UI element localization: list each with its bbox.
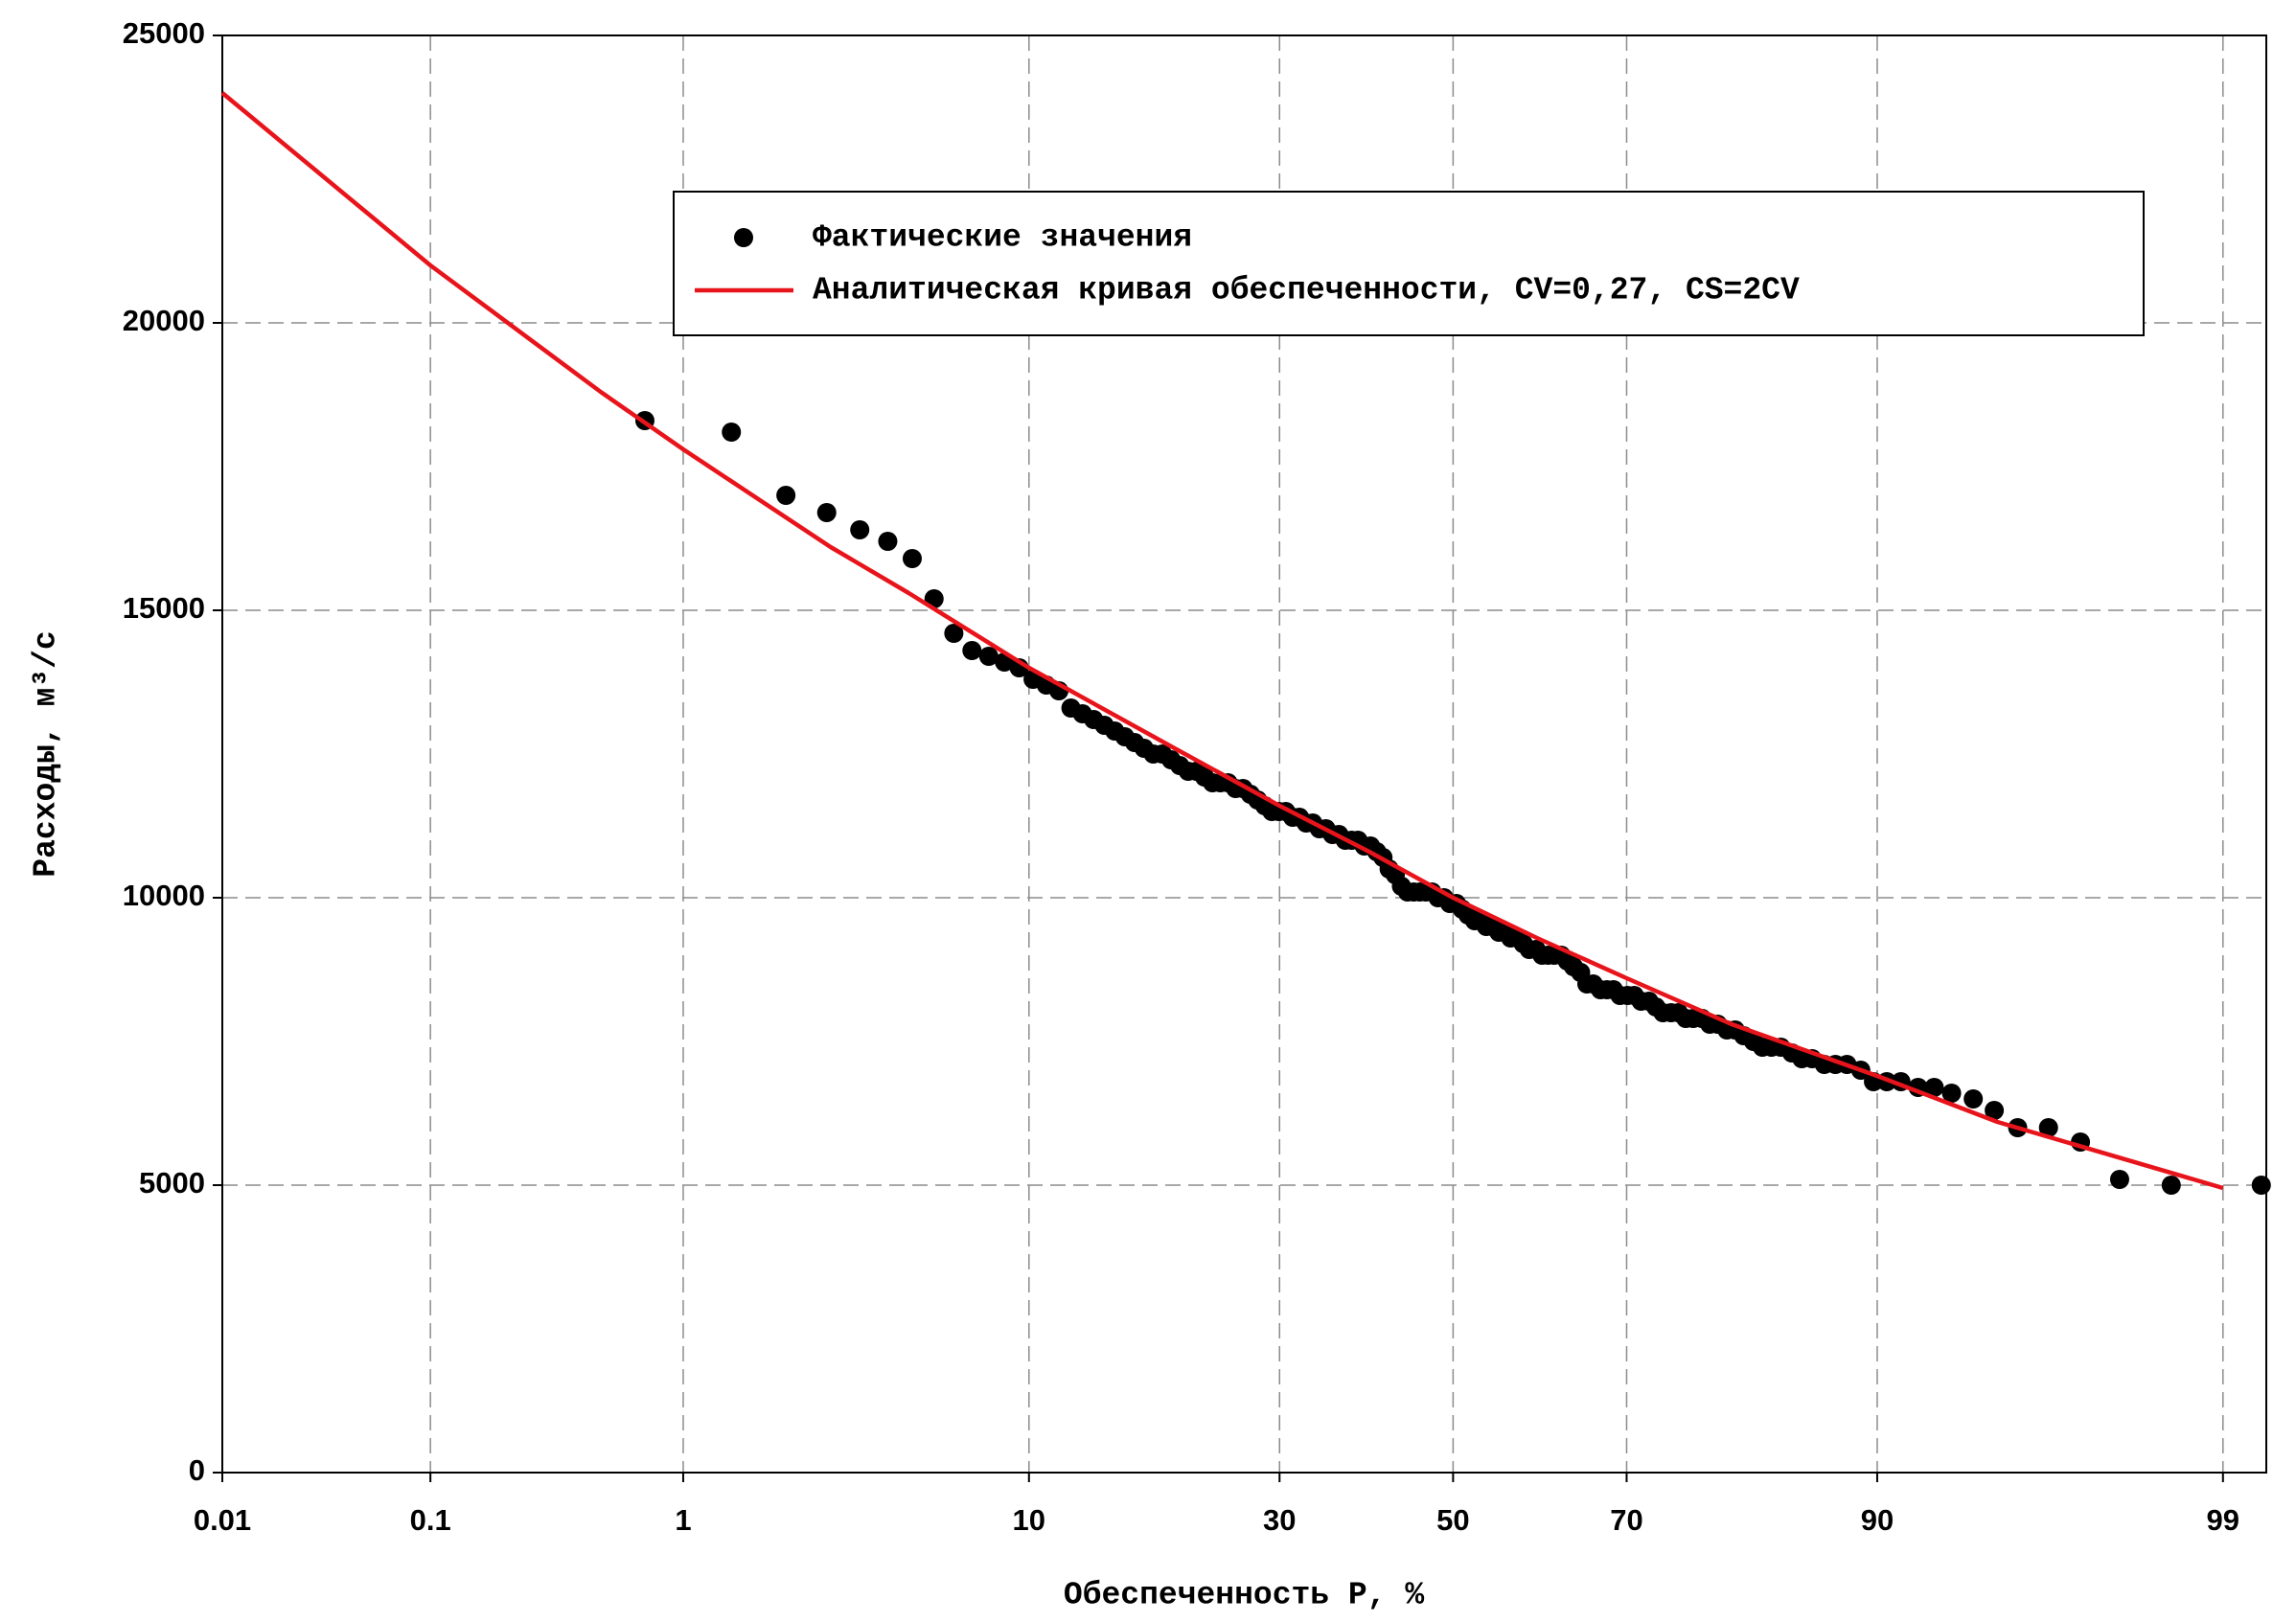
- data-point: [2038, 1118, 2058, 1137]
- legend-label: Аналитическая кривая обеспеченности, CV=…: [813, 273, 1800, 309]
- y-tick-label: 5000: [139, 1166, 205, 1200]
- data-point: [2161, 1176, 2181, 1195]
- plot-frame: [221, 34, 2267, 1474]
- data-point: [1941, 1084, 1962, 1103]
- data-point: [850, 520, 870, 539]
- x-tick-label: 70: [1610, 1503, 1642, 1537]
- y-tick-label: 15000: [123, 591, 205, 625]
- legend: Фактические значения Аналитическая кривая…: [673, 191, 2145, 336]
- legend-box: [673, 191, 2145, 336]
- y-axis-label: Расходы, м³/с: [29, 630, 64, 877]
- y-tick-label: 0: [189, 1453, 205, 1487]
- data-point: [1963, 1089, 1984, 1109]
- x-axis-label: Обеспеченность P, %: [1064, 1578, 1424, 1613]
- data-point: [902, 549, 922, 568]
- curve-line: [220, 91, 2224, 1191]
- data-point: [978, 647, 999, 666]
- x-tick-label: 90: [1861, 1503, 1894, 1537]
- x-tick-label: 30: [1263, 1503, 1296, 1537]
- data-point: [816, 503, 837, 522]
- y-tick-label: 20000: [123, 304, 205, 337]
- data-point: [1924, 1078, 1944, 1097]
- data-point: [722, 423, 742, 442]
- data-point: [776, 486, 796, 505]
- legend-marker: [734, 228, 753, 247]
- x-tick-label: 0.1: [410, 1503, 451, 1537]
- data-point: [2251, 1176, 2271, 1195]
- y-tick-label: 10000: [123, 879, 205, 912]
- data-point: [962, 641, 982, 660]
- legend-label: Фактические значения: [813, 220, 1192, 256]
- x-tick-label: 10: [1013, 1503, 1045, 1537]
- x-tick-label: 1: [675, 1503, 691, 1537]
- y-tick-label: 25000: [123, 16, 205, 50]
- x-tick-label: 99: [2207, 1503, 2239, 1537]
- data-point: [944, 624, 964, 643]
- data-point: [2109, 1170, 2129, 1189]
- x-tick-label: 50: [1436, 1503, 1469, 1537]
- data-point: [1985, 1101, 2005, 1120]
- data-point: [878, 532, 898, 551]
- x-tick-label: 0.01: [194, 1503, 251, 1537]
